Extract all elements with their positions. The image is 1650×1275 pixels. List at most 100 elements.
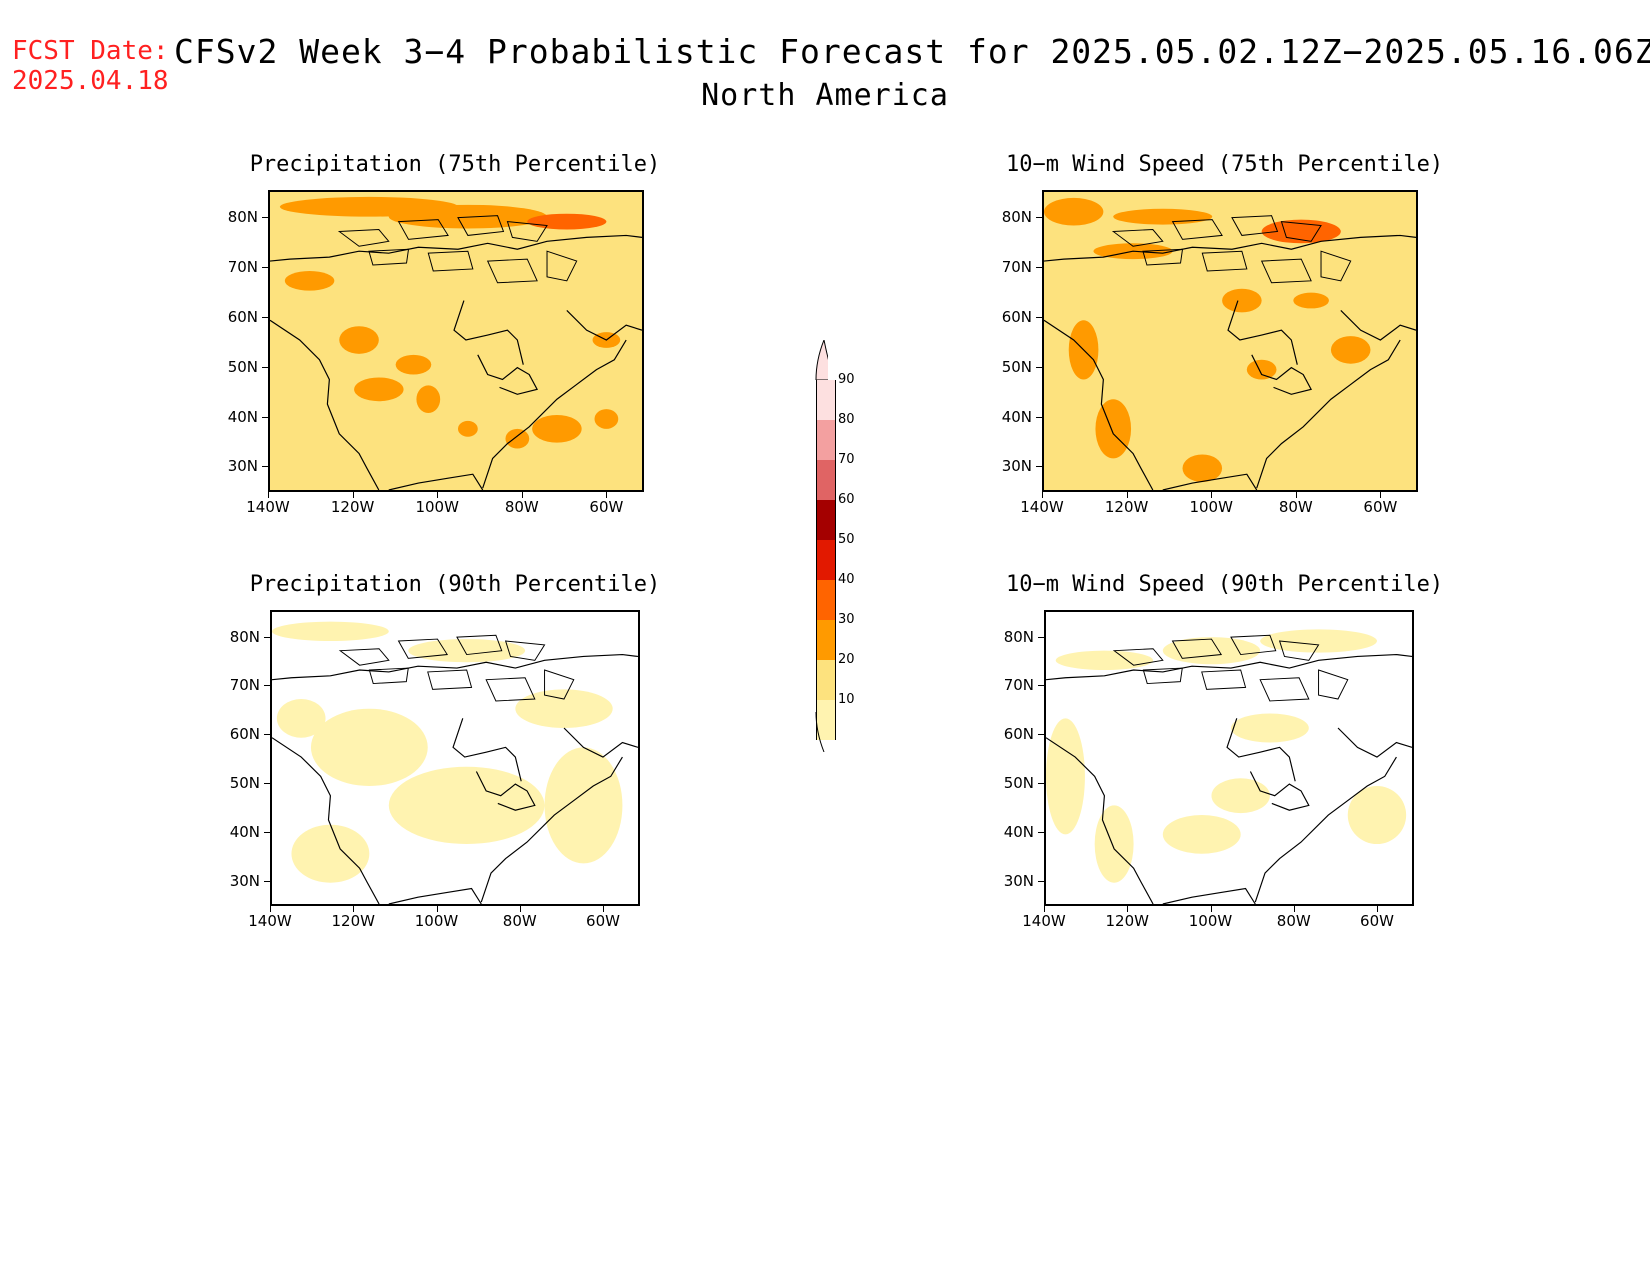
colorbar-swatch	[816, 500, 836, 541]
lon-tick-mark	[437, 492, 439, 498]
lat-tick-mark	[1036, 267, 1042, 268]
coastline	[1046, 653, 1412, 904]
page-title: CFSv2 Week 3−4 Probabilistic Forecast fo…	[174, 32, 1650, 71]
lon-tick-mark	[1293, 906, 1295, 912]
colorbar-label: 30	[838, 612, 855, 627]
lat-tick-mark	[264, 880, 270, 882]
lat-tick-mark	[1038, 685, 1044, 687]
coastline	[1044, 234, 1416, 490]
lat-tick-label: 60N	[229, 725, 260, 744]
probability-shading	[279, 196, 621, 449]
probability-shading	[1046, 629, 1407, 883]
lon-tick-mark	[1211, 492, 1213, 498]
lon-tick-label: 60W	[1360, 912, 1394, 930]
lat-tick-mark	[264, 685, 270, 687]
forecast-date-value: 2025.04.18	[12, 66, 169, 96]
colorbar-label: 60	[838, 492, 855, 507]
lon-tick-mark	[603, 906, 604, 912]
lat-tick-label: 40N	[227, 407, 258, 426]
lat-tick-mark	[262, 366, 268, 368]
arctic-islands	[1112, 634, 1349, 702]
lon-tick-label: 60W	[1363, 498, 1398, 516]
lat-tick-label: 60N	[1003, 725, 1034, 744]
lon-tick-mark	[353, 906, 355, 912]
lat-tick-mark	[264, 636, 270, 638]
map-wind-75	[1042, 190, 1418, 492]
lat-tick-label: 70N	[229, 676, 260, 695]
lat-tick-label: 50N	[1001, 357, 1032, 376]
colorbar-swatch	[816, 580, 836, 621]
lat-tick-mark	[1036, 366, 1042, 368]
lon-tick-label: 100W	[1188, 912, 1233, 930]
lat-tick-mark	[1036, 316, 1042, 318]
colorbar-label: 20	[838, 652, 855, 667]
lat-tick-mark	[262, 267, 268, 268]
colorbar-label: 80	[838, 412, 855, 427]
panel-title-precip-75: Precipitation (75th Percentile)	[249, 152, 661, 177]
lon-tick-label: 120W	[331, 912, 375, 930]
colorbar-swatch	[816, 420, 836, 461]
lon-tick-mark	[519, 906, 521, 912]
panel-title-precip-90: Precipitation (90th Percentile)	[249, 572, 661, 597]
panel-title-wind-90: 10−m Wind Speed (90th Percentile)	[1006, 572, 1444, 597]
lat-tick-label: 80N	[1001, 208, 1032, 227]
lon-tick-label: 80W	[502, 912, 537, 930]
coastline	[272, 653, 638, 904]
lat-tick-mark	[1036, 416, 1042, 418]
lon-tick-label: 140W	[248, 912, 292, 930]
map-canvas	[272, 621, 638, 904]
lon-tick-mark	[352, 492, 354, 498]
region-subtitle: North America	[701, 78, 949, 113]
lat-tick-label: 30N	[1001, 457, 1032, 476]
lat-tick-label: 70N	[227, 258, 258, 276]
lat-tick-mark	[262, 217, 268, 219]
lon-tick-label: 140W	[1020, 498, 1064, 516]
lat-tick-mark	[264, 832, 270, 833]
probability-shading	[272, 621, 623, 883]
arctic-islands	[337, 215, 578, 284]
lat-tick-label: 50N	[227, 357, 258, 376]
lat-tick-label: 40N	[229, 823, 260, 841]
arctic-islands	[338, 634, 575, 702]
lat-tick-mark	[1038, 734, 1044, 736]
lon-tick-mark	[606, 492, 608, 498]
lat-tick-label: 80N	[1003, 627, 1034, 646]
lon-tick-mark	[1380, 492, 1382, 498]
lon-tick-mark	[1295, 492, 1297, 498]
colorbar-bottom-cap	[815, 712, 825, 752]
lon-tick-mark	[270, 906, 271, 912]
lon-tick-label: 100W	[414, 912, 459, 930]
lon-tick-mark	[1044, 906, 1045, 912]
lat-tick-label: 40N	[1003, 823, 1034, 841]
colorbar-label: 90	[838, 372, 855, 387]
map-precip-75	[268, 190, 644, 492]
lat-tick-label: 50N	[229, 774, 260, 793]
colorbar-label: 50	[838, 532, 855, 547]
lat-tick-label: 30N	[227, 457, 258, 476]
colorbar-swatch	[816, 620, 836, 661]
colorbar-top-cap	[815, 340, 828, 380]
lat-tick-mark	[1038, 636, 1044, 638]
map-canvas	[1044, 197, 1416, 490]
lon-tick-mark	[1127, 906, 1129, 912]
lat-tick-label: 60N	[1001, 307, 1032, 326]
lon-tick-mark	[1126, 492, 1128, 498]
lon-tick-mark	[268, 492, 269, 498]
lat-tick-label: 40N	[1001, 407, 1032, 426]
coastline	[270, 234, 642, 490]
lat-tick-mark	[1036, 466, 1042, 468]
lon-tick-label: 100W	[1189, 498, 1233, 516]
colorbar-label: 70	[838, 452, 855, 467]
colorbar-swatch	[816, 380, 836, 421]
lon-tick-mark	[1210, 906, 1212, 912]
lat-tick-mark	[264, 734, 270, 736]
lon-tick-label: 80W	[1278, 498, 1313, 516]
lat-tick-label: 80N	[229, 627, 260, 646]
lon-tick-label: 140W	[246, 498, 290, 516]
lon-tick-label: 120W	[1105, 912, 1149, 930]
colorbar-label: 40	[838, 572, 855, 587]
lon-tick-label: 80W	[1276, 912, 1311, 930]
lon-tick-label: 60W	[586, 912, 620, 930]
lon-tick-mark	[521, 492, 523, 498]
map-canvas	[1046, 629, 1412, 904]
